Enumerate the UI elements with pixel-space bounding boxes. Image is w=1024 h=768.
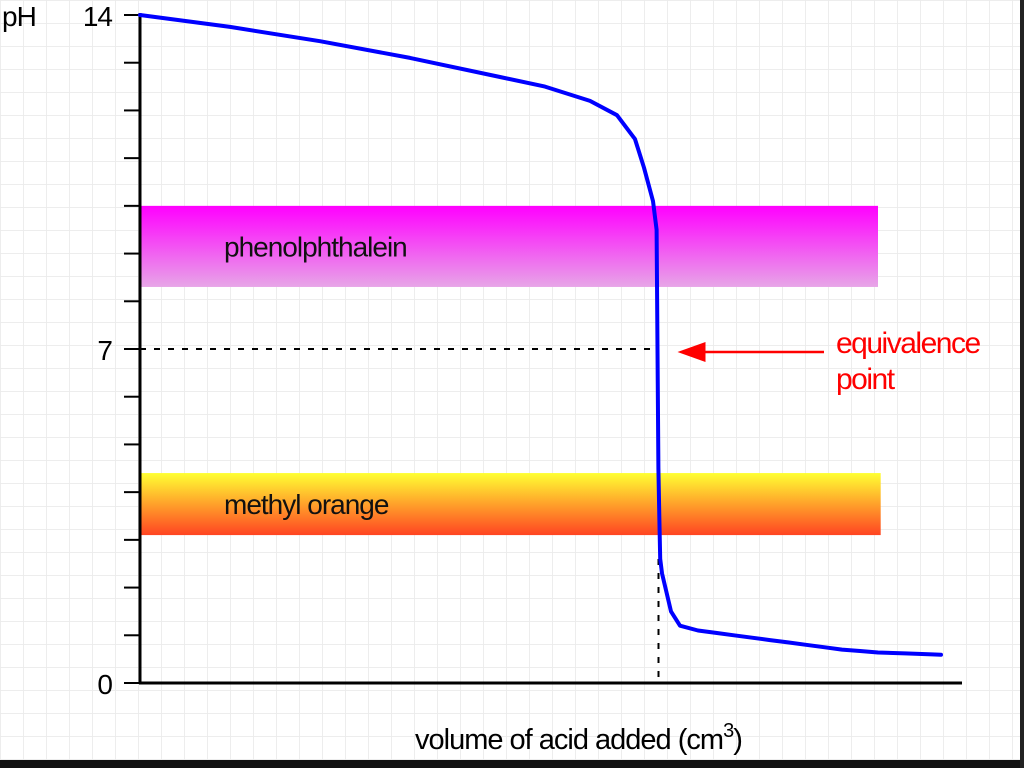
methyl-orange-band: [140, 473, 881, 536]
equivalence-label-line1: equivalence: [836, 327, 980, 360]
x-axis-label: volume of acid added (cm3): [415, 720, 742, 756]
series: [138, 13, 943, 657]
equivalence-label-line2: point: [836, 363, 896, 396]
equivalence-arrowhead: [677, 342, 706, 362]
phenolphthalein-band: [140, 205, 878, 287]
frame-edge-right: [1020, 0, 1024, 768]
ph-curve-0: [138, 13, 943, 657]
y-axis-label: pH: [2, 1, 36, 32]
indicator-bands: phenolphthalein methyl orange: [140, 205, 881, 536]
y-tick-label-14: 14: [83, 1, 113, 32]
x-axis-label-main: volume of acid added (cm: [415, 724, 723, 756]
x-axis-label-sup: 3: [723, 720, 734, 742]
phenolphthalein-band-label: phenolphthalein: [224, 231, 407, 262]
axes: 0 7 14: [83, 1, 962, 700]
methyl-orange-band-label: methyl orange: [224, 489, 389, 520]
equivalence-guides: [140, 348, 660, 683]
frame-edge-bottom: [0, 760, 1024, 768]
x-axis-label-close: ): [733, 724, 742, 756]
y-tick-label-7: 7: [97, 335, 112, 366]
y-tick-label-0: 0: [97, 669, 112, 700]
